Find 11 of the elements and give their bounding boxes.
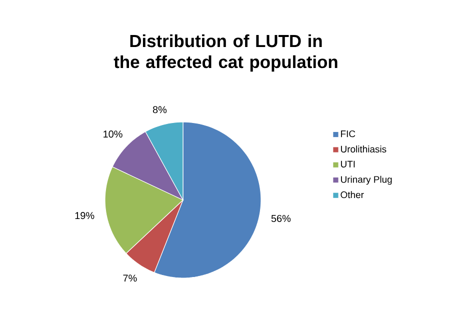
legend-label: FIC — [341, 130, 356, 138]
data-label: 19% — [75, 212, 94, 220]
data-label: 7% — [123, 274, 137, 282]
chart-title: Distribution of LUTD in the affected cat population — [114, 34, 338, 72]
data-label: 56% — [271, 214, 291, 222]
legend-label: Other — [340, 191, 364, 198]
legend-label: Urinary Plug — [341, 176, 392, 185]
legend-label: UTI — [341, 160, 355, 168]
data-label: 10% — [104, 130, 122, 138]
data-label: 8% — [152, 106, 167, 114]
legend-label: Urolithiasis — [341, 146, 386, 152]
